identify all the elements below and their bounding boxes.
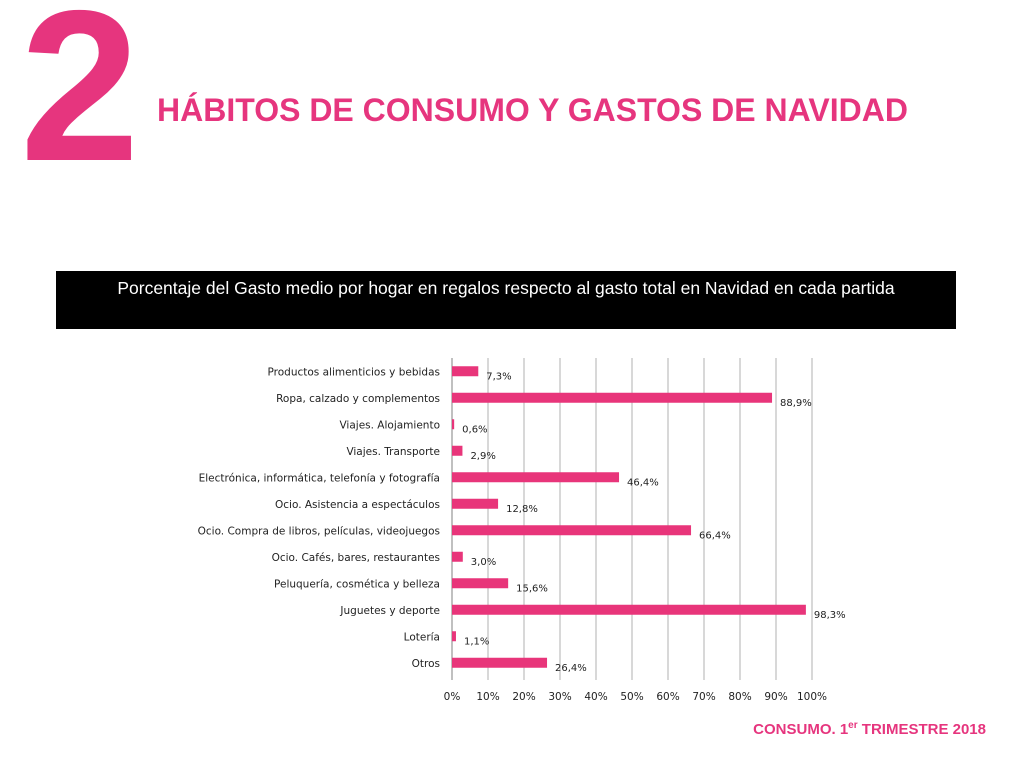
data-label: 0,6%: [462, 424, 487, 435]
category-label: Viajes. Transporte: [346, 446, 440, 458]
x-tick-label: 0%: [444, 691, 461, 703]
x-tick-label: 90%: [764, 691, 787, 703]
bar: [452, 604, 806, 615]
category-label: Ocio. Cafés, bares, restaurantes: [272, 552, 440, 564]
data-label: 88,9%: [780, 398, 812, 409]
bar: [452, 366, 479, 377]
data-label: 7,3%: [486, 371, 511, 382]
bar: [452, 525, 692, 536]
x-tick-label: 60%: [656, 691, 679, 703]
footer-suffix: TRIMESTRE 2018: [857, 721, 986, 738]
data-label: 15,6%: [516, 583, 548, 594]
footer-prefix: CONSUMO. 1: [753, 721, 849, 738]
category-label: Peluquería, cosmética y belleza: [274, 578, 440, 590]
x-tick-label: 20%: [512, 691, 535, 703]
category-label: Ocio. Asistencia a espectáculos: [275, 499, 440, 511]
category-label: Productos alimenticios y bebidas: [268, 366, 441, 378]
chart-title: Porcentaje del Gasto medio por hogar en …: [117, 278, 895, 298]
x-tick-label: 30%: [548, 691, 571, 703]
data-label: 46,4%: [627, 477, 659, 488]
category-label: Viajes. Alojamiento: [339, 419, 440, 431]
category-label: Juguetes y deporte: [339, 605, 440, 617]
section-number: 2: [20, 0, 140, 206]
chart-title-banner: Porcentaje del Gasto medio por hogar en …: [56, 271, 956, 329]
bar-chart: 0% 10% 20% 30% 40% 50% 60% 70% 80% 90% 100% Product…: [198, 358, 846, 703]
data-label: 12,8%: [506, 504, 538, 515]
bar: [452, 631, 456, 642]
bar: [452, 445, 463, 456]
data-label: 2,9%: [470, 451, 495, 462]
data-label: 3,0%: [471, 557, 496, 568]
x-tick-label: 70%: [692, 691, 715, 703]
category-label: Lotería: [404, 631, 440, 643]
bar: [452, 419, 455, 430]
page-title: HÁBITOS DE CONSUMO Y GASTOS DE NAVIDAD: [157, 92, 908, 128]
bar: [452, 578, 509, 589]
bar: [452, 498, 499, 509]
x-tick-label: 10%: [476, 691, 499, 703]
x-tick-label: 100%: [797, 691, 827, 703]
bar: [452, 657, 548, 668]
footer-label: CONSUMO. 1er TRIMESTRE 2018: [753, 720, 986, 738]
x-tick-label: 80%: [728, 691, 751, 703]
category-label: Ropa, calzado y complementos: [276, 393, 440, 405]
data-label: 1,1%: [464, 636, 489, 647]
data-label: 66,4%: [699, 530, 731, 541]
category-label: Ocio. Compra de libros, películas, video…: [198, 525, 440, 537]
bar: [452, 551, 463, 562]
bar: [452, 472, 620, 483]
x-tick-label: 40%: [584, 691, 607, 703]
bar: [452, 392, 773, 403]
data-label: 98,3%: [814, 610, 846, 621]
x-tick-label: 50%: [620, 691, 643, 703]
data-label: 26,4%: [555, 663, 587, 674]
category-label: Otros: [412, 658, 440, 670]
category-label: Electrónica, informática, telefonía y fo…: [199, 472, 440, 484]
footer-superscript: er: [848, 720, 858, 731]
